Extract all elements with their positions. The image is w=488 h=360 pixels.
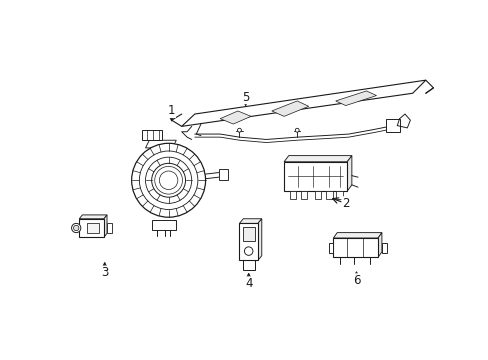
Bar <box>301 191 306 199</box>
Circle shape <box>244 247 252 255</box>
Polygon shape <box>151 220 176 230</box>
Bar <box>107 223 111 233</box>
Polygon shape <box>145 140 176 148</box>
Bar <box>314 191 321 199</box>
Polygon shape <box>220 111 250 124</box>
Polygon shape <box>346 156 351 191</box>
Polygon shape <box>271 101 308 116</box>
Text: 6: 6 <box>352 274 360 287</box>
Polygon shape <box>142 130 162 140</box>
Bar <box>333 238 377 257</box>
Circle shape <box>73 225 79 231</box>
Polygon shape <box>284 156 351 162</box>
Text: 5: 5 <box>242 91 249 104</box>
Bar <box>218 170 227 180</box>
Bar <box>381 243 386 253</box>
Text: 3: 3 <box>101 266 108 279</box>
Bar <box>326 191 332 199</box>
Polygon shape <box>182 80 425 126</box>
Circle shape <box>237 128 241 132</box>
Bar <box>290 191 296 199</box>
Bar <box>79 219 104 237</box>
Polygon shape <box>377 233 381 257</box>
Bar <box>239 223 257 260</box>
Circle shape <box>295 128 299 132</box>
Polygon shape <box>242 260 254 270</box>
Polygon shape <box>335 91 376 105</box>
Circle shape <box>71 223 81 233</box>
Polygon shape <box>333 233 381 238</box>
Polygon shape <box>79 215 107 219</box>
Text: 1: 1 <box>167 104 175 117</box>
Text: 4: 4 <box>244 277 252 290</box>
Polygon shape <box>257 219 261 260</box>
Circle shape <box>131 143 205 217</box>
Text: 2: 2 <box>341 197 349 210</box>
Bar <box>284 162 346 191</box>
Bar <box>328 243 333 253</box>
Bar <box>336 191 342 199</box>
Bar <box>87 222 99 233</box>
Bar <box>385 120 399 132</box>
Bar <box>242 227 254 241</box>
Polygon shape <box>104 215 107 237</box>
Polygon shape <box>239 219 261 223</box>
